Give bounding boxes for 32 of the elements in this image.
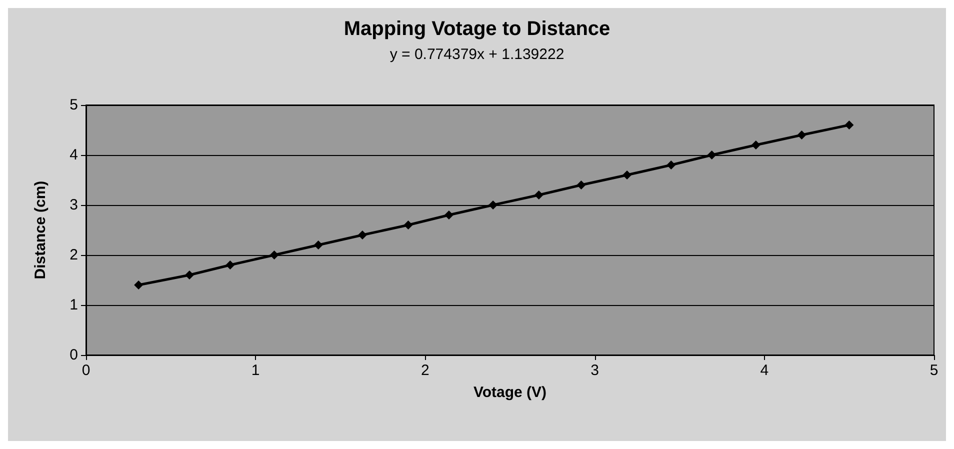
x-tick-label: 1 [251,362,260,379]
point [622,170,632,180]
y-tick-label: 1 [70,296,78,314]
chart-subtitle: y = 0.774379x + 1.139222 [390,46,564,63]
x-tick-label: 4 [760,362,769,379]
x-tick-label: 0 [82,362,90,379]
chart-title: Mapping Votage to Distance [344,18,610,40]
point [444,210,454,220]
y-tick-label: 2 [70,246,78,264]
point [751,140,760,150]
point [226,260,235,270]
point [666,160,676,170]
y-tick-label: 3 [70,196,78,214]
point [534,190,544,200]
point [358,230,367,240]
point [134,280,144,290]
point [184,270,194,280]
point [844,120,854,130]
y-tick-label: 5 [70,96,78,114]
x-tick-label: 5 [930,362,938,379]
y-tick-label: 0 [70,346,78,364]
x-axis-title: Votage (V) [473,384,547,401]
point [270,250,279,260]
point [314,240,323,250]
point [576,180,586,190]
x-tick-label: 3 [590,362,599,379]
x-tick-label: 2 [421,362,430,379]
point [404,220,413,230]
point [797,130,806,140]
y-axis-title: Distance (cm) [32,180,49,280]
point [707,150,716,160]
y-tick-label: 4 [70,146,78,164]
